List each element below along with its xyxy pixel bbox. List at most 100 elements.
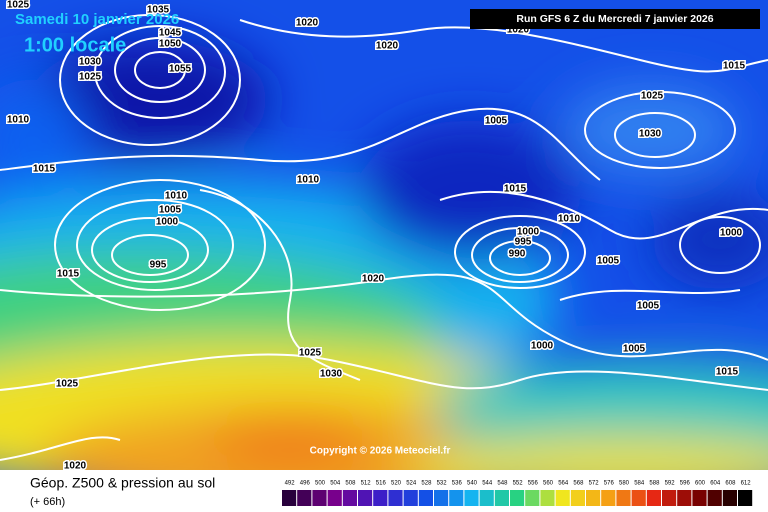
colorbar-swatch [525,490,540,506]
isobar-label: 1055 [169,64,192,75]
colorbar-swatch [570,490,585,506]
isobar-label: 990 [509,249,526,260]
isobar-label: 1020 [362,274,385,285]
colorbar-swatch [464,490,479,506]
colorbar-label: 556 [528,481,539,487]
colorbar-label: 592 [665,481,676,487]
colorbar-label: 612 [741,481,752,487]
isobar-label: 1025 [79,72,102,83]
colorbar-label: 608 [725,481,736,487]
run-box [470,9,760,29]
colorbar-label: 572 [589,481,600,487]
colorbar-label: 492 [285,481,296,487]
colorbar-label: 584 [634,481,645,487]
isobar-label: 1030 [639,129,662,140]
colorbar-swatch [510,490,525,506]
colorbar-swatch [358,490,373,506]
isobar-label: 1015 [716,367,739,378]
isobar-label: 1005 [637,301,660,312]
colorbar-swatch [297,490,312,506]
isobar-label: 1005 [159,205,182,216]
colorbar-label: 588 [649,481,660,487]
isobar-label: 1010 [165,191,188,202]
colorbar-swatch [418,490,433,506]
isobar-label: 1000 [156,217,179,228]
colorbar-swatch [662,490,677,506]
colorbar-label: 500 [315,481,326,487]
colorbar-swatch [540,490,555,506]
isobar-label: 1000 [517,227,540,238]
isobar-label: 1015 [723,61,746,72]
colorbar-label: 536 [452,481,463,487]
colorbar-label: 544 [482,481,493,487]
isobar-label: 1015 [57,269,80,280]
colorbar-swatch [738,490,753,506]
colorbar-swatch [586,490,601,506]
colorbar-label: 540 [467,481,478,487]
colorbar-label: 548 [497,481,508,487]
isobar-label: 1030 [320,369,343,380]
isobar-label: 1035 [147,5,170,16]
colorbar-swatch [692,490,707,506]
colorbar-swatch [479,490,494,506]
colorbar-label: 512 [361,481,372,487]
colorbar-swatch [555,490,570,506]
isobar-label: 1015 [33,164,56,175]
colorbar-label: 604 [710,481,721,487]
colorbar-swatch [494,490,509,506]
isobar-label: 1025 [299,348,322,359]
isobar-label: 1025 [56,379,79,390]
isobar-label: 1000 [531,341,554,352]
isobar-label: 1010 [7,115,30,126]
colorbar-swatch [601,490,616,506]
colorbar-label: 580 [619,481,630,487]
valid-date: Samedi 10 janvier 2026 [15,11,179,28]
colorbar-swatch [403,490,418,506]
isobar-label: 1000 [720,228,743,239]
colorbar-label: 552 [513,481,524,487]
isobar-label: 1005 [597,256,620,267]
colorbar-swatch [677,490,692,506]
colorbar-label: 528 [421,481,432,487]
colorbar-label: 564 [558,481,569,487]
colorbar-swatch [434,490,449,506]
footer-lead: (+ 66h) [30,496,65,508]
colorbar-label: 508 [345,481,356,487]
isobar-label: 1025 [7,0,30,11]
isobar-label: 1045 [159,28,182,39]
run-info: Run GFS 6 Z du Mercredi 7 janvier 2026 [516,13,713,25]
isobar-label: 1020 [64,461,87,472]
colorbar-swatch [282,490,297,506]
isobar-label: 1005 [623,344,646,355]
isobar-label: 995 [515,237,532,248]
colorbar-label: 596 [680,481,691,487]
colorbar-label: 520 [391,481,402,487]
isobar-lines [0,14,768,461]
isobar-label: 1010 [558,214,581,225]
colorbar-label: 600 [695,481,706,487]
colorbar-swatch [342,490,357,506]
isobar-label: 1015 [504,184,527,195]
colorbar-label: 560 [543,481,554,487]
colorbar-swatch [646,490,661,506]
isobar-label: 995 [150,260,167,271]
isobar-label: 1020 [296,18,319,29]
valid-time: 1:00 locale [24,34,126,56]
colorbar-swatch [631,490,646,506]
colorbar-label: 524 [406,481,417,487]
isobar-label: 1050 [159,39,182,50]
isobar-label: 1010 [297,175,320,186]
colorbar-swatch [616,490,631,506]
copyright: Copyright © 2026 Meteociel.fr [310,446,451,457]
colorbar-swatch [327,490,342,506]
colorbar-swatch [449,490,464,506]
colorbar-swatch [707,490,722,506]
colorbar-label: 532 [437,481,448,487]
isobar-label: 1030 [79,57,102,68]
colorbar-swatch [722,490,737,506]
footer-title: Géop. Z500 & pression au sol [30,475,215,491]
colorbar-label: 504 [330,481,341,487]
